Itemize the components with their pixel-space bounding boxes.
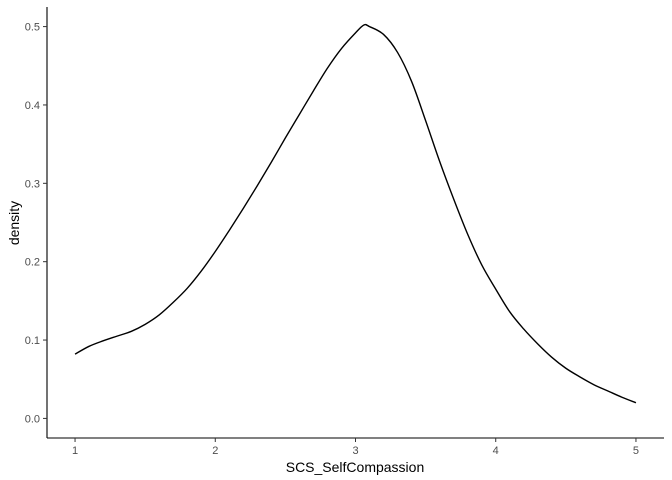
y-tick-label: 0.1 bbox=[25, 335, 40, 347]
y-tick-label: 0.2 bbox=[25, 257, 40, 269]
density-curve bbox=[74, 23, 637, 404]
x-tick-label: 2 bbox=[212, 445, 218, 457]
y-axis: 0.0 0.1 0.2 0.3 0.4 0.5 bbox=[25, 7, 48, 438]
x-tick-label: 3 bbox=[352, 445, 358, 457]
y-tick-label: 0.5 bbox=[25, 22, 40, 34]
x-axis-title: SCS_SelfCompassion bbox=[286, 459, 425, 475]
y-tick-label: 0.3 bbox=[25, 178, 40, 190]
x-tick-label: 1 bbox=[72, 445, 78, 457]
plot-area bbox=[74, 23, 637, 404]
x-axis: 1 2 3 4 5 bbox=[47, 437, 664, 457]
x-tick-label: 5 bbox=[633, 445, 639, 457]
y-tick-label: 0.4 bbox=[25, 100, 40, 112]
y-tick-label: 0.0 bbox=[25, 413, 40, 425]
x-tick-label: 4 bbox=[493, 445, 499, 457]
y-axis-title: density bbox=[6, 201, 22, 245]
